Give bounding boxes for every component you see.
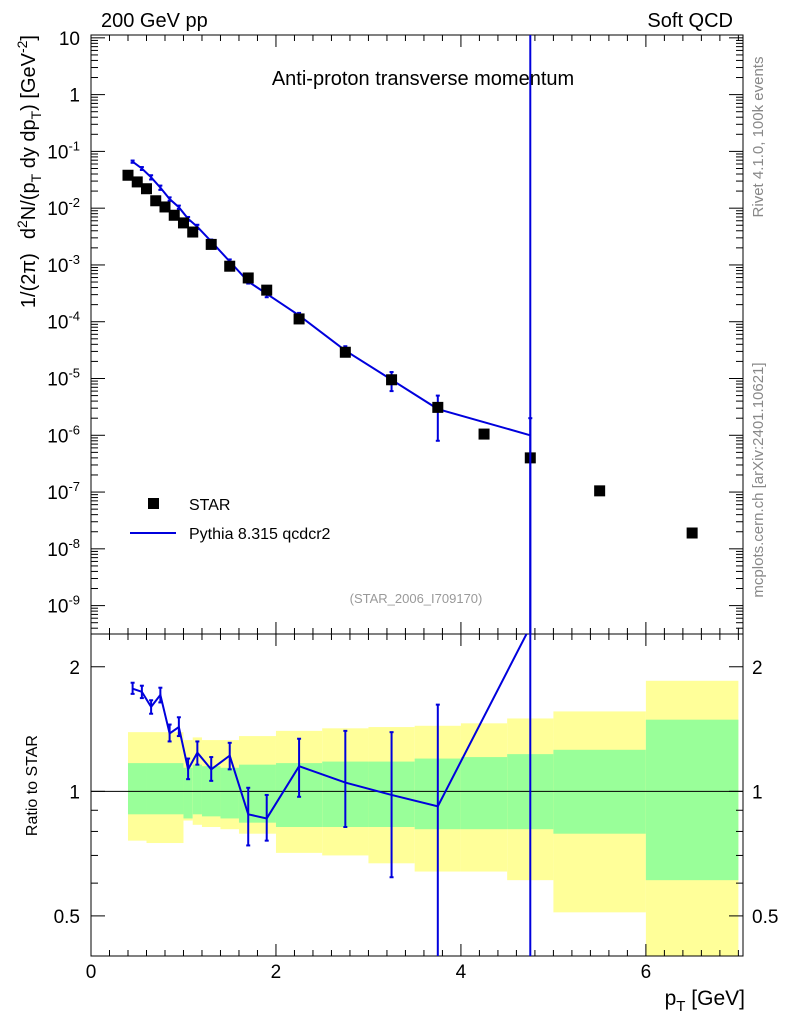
y-tick-label: 10-3 [47,252,80,277]
legend: STAR Pythia 8.315 qcdcr2 [130,497,331,543]
y-tick-label: 10-4 [47,309,80,334]
data-point [594,485,606,497]
x-tick-label: 6 [641,962,652,983]
data-point [187,226,199,238]
ratio-plot-frame [90,633,744,957]
ratio-series [91,633,743,956]
header-left-label: 200 GeV pp [101,10,208,32]
ratio-y-tick-label-right: 1 [752,782,763,803]
ratio-y-tick-label-right: 0.5 [752,907,778,928]
y-tick-label: 10-5 [47,366,80,391]
data-point [224,260,236,272]
y-axis-label: 1/(2π)d2N/(pT dy dpT) [GeV-2] [14,35,44,308]
y-tick-label: 10-2 [47,195,80,220]
data-point [261,284,273,296]
y-tick-label: 10-7 [47,479,80,504]
x-tick-label: 2 [271,962,282,983]
ratio-y-tick-label-left: 2 [69,658,80,679]
data-point [242,272,254,284]
data-point [122,169,134,181]
band-inner [183,767,193,819]
chart-title: Anti-proton transverse momentum [272,68,574,90]
ratio-y-axis-label: Ratio to STAR [24,735,41,836]
y-tick-label: 10 [59,29,80,50]
legend-label-star: STAR [189,497,230,514]
y-tick-label: 10-9 [47,593,80,618]
y-tick-label: 1 [69,86,80,107]
band-inner [460,757,508,830]
x-axis-label: pT [GeV] [665,987,745,1015]
ratio-y-tick-label-left: 0.5 [54,907,80,928]
tick-labels: 0 2 4 6 10 1 10-1 10-2 10-3 10-4 10-5 10-6 10-7 10-8 1… [47,29,778,983]
mc-line [132,160,531,437]
data-point [140,183,152,195]
main-plot-frame [90,34,744,635]
legend-label-pythia: Pythia 8.315 qcdcr2 [189,526,331,543]
data-point [686,527,698,539]
band-inner [127,763,147,815]
data-point [339,346,351,358]
header-right-label: Soft QCD [647,10,733,32]
main-series [122,35,698,634]
data-point [150,195,162,207]
data-point [205,238,217,250]
ratio-line [132,633,528,820]
data-point [177,217,189,229]
y-tick-label: 10-1 [47,138,80,163]
data-point [293,313,305,325]
legend-marker-star [148,498,159,509]
data-point [131,176,143,188]
analysis-id-label: (STAR_2006_I709170) [350,591,483,606]
band-inner [192,764,202,815]
rivet-label: Rivet 4.1.0, 100k events [750,57,767,218]
y-tick-label: 10-6 [47,422,80,447]
x-tick-label: 4 [456,962,467,983]
band-inner [645,719,739,881]
ratio-y-tick-label-right: 2 [752,658,763,679]
data-point [386,374,398,386]
data-point [159,201,171,213]
data-point [478,428,490,440]
ratio-y-tick-label-left: 1 [69,782,80,803]
x-tick-label: 0 [86,962,97,983]
band-inner [146,763,184,815]
band-inner [220,767,239,819]
y-tick-label: 10-8 [47,536,80,561]
data-point [168,209,180,221]
mcplots-label: mcplots.cern.ch [arXiv:2401.10621] [750,362,767,597]
data-point [432,401,444,413]
axis-ticks [90,35,743,957]
ratio-uncertainty-bands [127,680,739,956]
